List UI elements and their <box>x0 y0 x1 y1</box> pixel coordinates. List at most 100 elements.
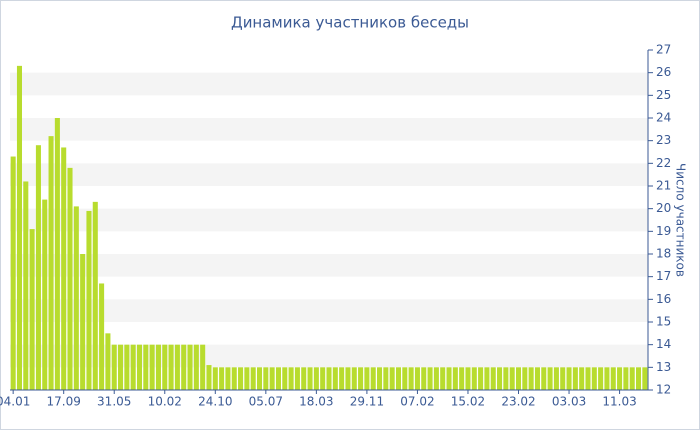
bar <box>99 283 105 390</box>
x-tick-label: 07.02 <box>400 395 434 409</box>
x-tick-label: 18.03 <box>299 395 333 409</box>
grid-band <box>10 254 648 277</box>
bar <box>256 367 263 390</box>
bar <box>54 118 60 390</box>
bar <box>288 367 294 390</box>
bar <box>528 367 534 390</box>
bar <box>80 254 86 390</box>
bar <box>617 367 623 390</box>
bar <box>92 201 98 390</box>
bar <box>149 344 155 390</box>
x-tick-label: 24.10 <box>198 395 232 409</box>
bar <box>515 367 522 390</box>
x-tick-label: 11.03 <box>602 395 636 409</box>
y-tick-label: 25 <box>656 88 671 102</box>
bar <box>168 344 174 390</box>
bar <box>541 367 547 390</box>
y-tick-label: 22 <box>656 156 671 170</box>
bar <box>206 365 212 390</box>
bar <box>35 145 41 390</box>
bar <box>187 344 193 390</box>
bar <box>478 367 484 390</box>
bar <box>402 367 408 390</box>
bar <box>212 367 218 390</box>
y-tick-label: 12 <box>656 383 671 397</box>
bar <box>219 367 225 390</box>
bar <box>364 367 370 390</box>
bar <box>370 367 376 390</box>
bar <box>452 367 458 390</box>
bar <box>124 344 130 390</box>
y-tick-label: 21 <box>656 179 671 193</box>
bar <box>275 367 281 390</box>
bar <box>377 367 383 390</box>
x-tick-label: 05.07 <box>249 395 283 409</box>
bar <box>503 367 509 390</box>
bar <box>560 367 566 390</box>
bar <box>339 367 345 390</box>
bar <box>263 367 269 390</box>
bar <box>301 367 307 390</box>
bar <box>351 367 357 390</box>
bar <box>313 367 319 390</box>
x-tick-label: 10.02 <box>148 395 182 409</box>
bar <box>604 367 610 390</box>
bar <box>29 229 35 390</box>
bar <box>282 367 288 390</box>
bar <box>111 344 117 390</box>
y-axis-label: Число участников <box>674 163 688 277</box>
bar <box>572 367 578 390</box>
y-tick-label: 24 <box>656 111 671 125</box>
bar <box>383 367 389 390</box>
x-tick-label: 15.02 <box>451 395 485 409</box>
bar <box>294 367 300 390</box>
bar <box>174 344 180 390</box>
bar <box>421 367 427 390</box>
bar <box>130 344 136 390</box>
bar <box>490 367 496 390</box>
bar <box>42 199 48 390</box>
bar <box>136 344 143 390</box>
grid-band <box>10 72 648 96</box>
bar <box>610 367 616 390</box>
bar <box>446 367 452 390</box>
y-tick-label: 19 <box>656 224 671 238</box>
bar <box>320 367 326 390</box>
bar <box>484 367 490 390</box>
bar <box>547 367 553 390</box>
bar <box>23 181 29 390</box>
grid-band <box>10 299 648 322</box>
x-tick-label: 23.02 <box>501 395 535 409</box>
bar <box>408 367 414 390</box>
bar <box>629 367 635 390</box>
bar <box>534 367 540 390</box>
bar <box>465 367 471 390</box>
bar <box>16 65 23 390</box>
bar <box>86 210 92 390</box>
bar <box>250 367 256 390</box>
bar <box>553 367 559 390</box>
y-tick-label: 17 <box>656 269 671 283</box>
x-tick-label: 29.11 <box>350 395 384 409</box>
bar <box>459 367 465 390</box>
bar <box>579 367 585 390</box>
bar <box>509 367 515 390</box>
bar <box>522 367 528 390</box>
bar <box>225 367 231 390</box>
bar <box>358 367 364 390</box>
x-tick-label: 17.09 <box>47 395 81 409</box>
x-tick-label: 31.05 <box>97 395 131 409</box>
y-tick-label: 23 <box>656 133 671 147</box>
bar <box>497 367 503 390</box>
bar <box>238 367 244 390</box>
bar <box>10 156 16 390</box>
bar <box>585 367 591 390</box>
bar <box>414 367 420 390</box>
bar <box>143 344 149 390</box>
bar <box>642 367 648 390</box>
bar <box>48 136 54 390</box>
y-tick-label: 18 <box>656 247 671 261</box>
bar <box>61 147 67 390</box>
